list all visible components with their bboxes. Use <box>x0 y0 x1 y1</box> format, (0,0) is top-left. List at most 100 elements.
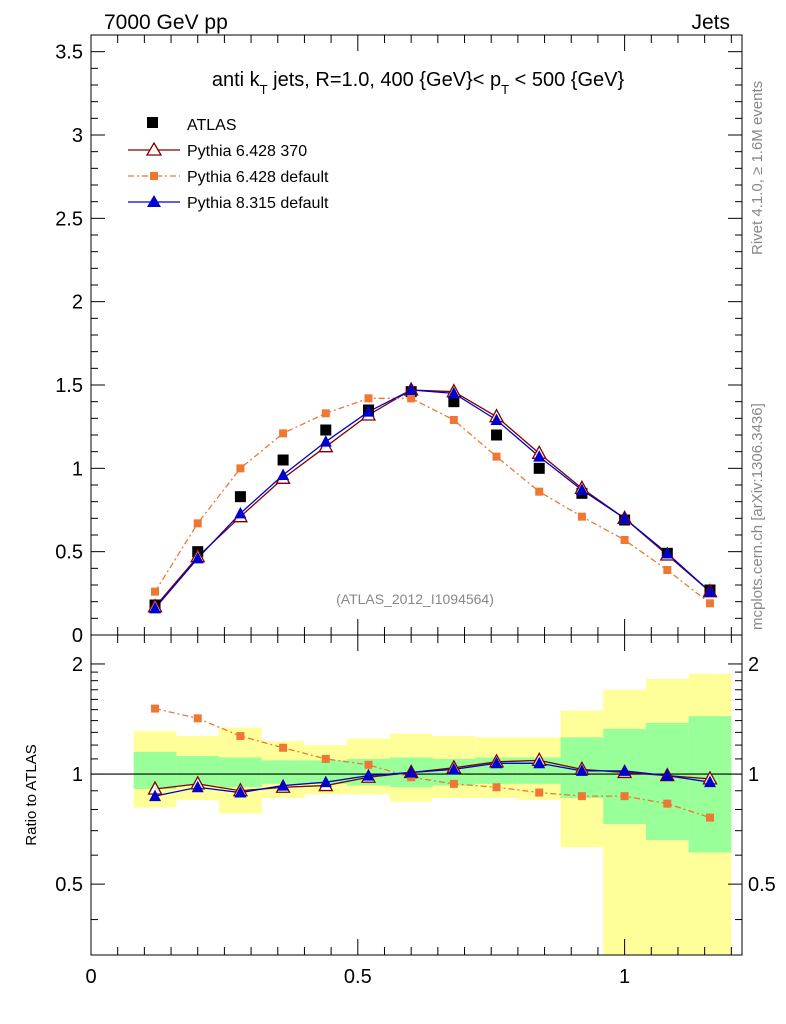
main-line-series-2 <box>154 397 711 604</box>
main-point-pythia6-default <box>279 429 288 438</box>
main-point-pythia8-default <box>405 383 418 395</box>
series-lines <box>154 389 711 819</box>
band-green-12 <box>645 722 689 841</box>
ratio-point-pythia6-default <box>535 788 544 797</box>
ratio-point-pythia8-default <box>661 769 674 781</box>
analysis-watermark: (ATLAS_2012_I1094564) <box>336 591 494 607</box>
ratio-point-pythia8-default <box>277 779 290 791</box>
ratio-point-pythia8-default <box>575 764 588 776</box>
ratio-uncertainty-bands <box>133 673 732 955</box>
legend-label-pythia8-default: Pythia 8.315 default <box>187 195 329 212</box>
main-point-pythia8-default <box>191 551 204 564</box>
ratio-point-pythia8-default <box>618 764 631 776</box>
main-ytick-label: 3.5 <box>55 42 83 64</box>
ratio-point-pythia6-default <box>321 754 330 763</box>
legend-label-pythia6-default: Pythia 6.428 default <box>187 169 329 186</box>
legend-marker-pythia8-default <box>147 195 161 207</box>
band-green-3 <box>261 760 305 784</box>
main-line-series-3 <box>154 389 711 609</box>
legend: ATLAS Pythia 6.428 370 Pythia 6.428 defa… <box>128 117 329 212</box>
main-ytick-label: 0 <box>72 625 83 647</box>
main-point-pythia6-default <box>535 487 544 496</box>
ratio-point-pythia8-default <box>405 765 418 778</box>
legend-marker-pythia6-default <box>150 172 158 180</box>
ratio-ytick-label-right: 1 <box>748 764 759 786</box>
ratio-ytick-label-left: 0.5 <box>55 874 83 896</box>
ratio-point-pythia8-default <box>447 762 460 775</box>
title-sub-a: T <box>260 82 268 97</box>
main-point-pythia8-default <box>618 511 631 524</box>
ratio-ytick-label-right: 2 <box>748 654 759 676</box>
ratio-point-pythia8-default <box>191 780 204 793</box>
ratio-point-pythia6-default <box>620 792 629 801</box>
main-point-pythia8-default <box>703 585 716 597</box>
ratio-point-pythia8-default <box>319 775 332 788</box>
legend-label-atlas: ATLAS <box>187 117 237 134</box>
main-point-pythia8-default <box>234 506 247 519</box>
main-point-pythia8-default <box>533 450 546 462</box>
main-ytick-label: 3 <box>72 125 83 147</box>
ratio-point-pythia6-default <box>193 714 202 723</box>
series-markers <box>147 381 718 822</box>
main-point-pythia6-default <box>663 566 672 574</box>
main-point-pythia6-default <box>449 416 458 424</box>
main-point-pythia8-default <box>575 483 588 495</box>
ratio-point-pythia6-default <box>577 792 586 801</box>
main-point-pythia6-default <box>193 519 202 528</box>
ratio-ytick-label-right: 0.5 <box>748 874 776 896</box>
header-left: 7000 GeV pp <box>104 11 228 34</box>
title-sub-b: T <box>501 82 509 97</box>
ratio-point-pythia8-default <box>149 789 162 802</box>
main-ytick-label: 2.5 <box>55 208 83 230</box>
ratio-ytick-label-left: 1 <box>72 764 83 786</box>
header-right: Jets <box>691 11 730 34</box>
main-point-atlas <box>448 396 460 408</box>
main-point-pythia6-default <box>620 536 629 544</box>
main-point-pythia6-default <box>407 394 416 403</box>
legend-label-pythia6-370: Pythia 6.428 370 <box>187 143 307 160</box>
main-point-atlas <box>277 454 289 466</box>
main-ytick-label: 1.5 <box>55 375 83 397</box>
ratio-point-pythia6-default <box>236 732 245 741</box>
xtick-label: 0 <box>85 966 96 988</box>
ratio-line-series-1 <box>154 759 711 792</box>
xtick-label: 1 <box>619 966 630 988</box>
main-point-atlas <box>491 429 503 441</box>
ratio-point-pythia6-default <box>151 704 160 713</box>
ratio-point-pythia8-default <box>362 769 375 781</box>
ratio-point-pythia8-default <box>234 786 247 798</box>
title-part-c: < 500 {GeV} <box>509 69 624 91</box>
main-point-pythia8-default <box>661 546 674 559</box>
main-ytick-label: 1 <box>72 458 83 480</box>
ratio-point-pythia6-default <box>663 799 672 808</box>
ratio-point-pythia6-default <box>279 743 288 752</box>
ratio-ytick-label-left: 2 <box>72 654 83 676</box>
main-point-pythia6-default <box>364 394 373 403</box>
main-point-pythia8-default <box>447 386 460 399</box>
ratio-point-pythia6-default <box>449 779 458 788</box>
ratio-point-pythia6-default <box>705 813 714 822</box>
main-point-pythia8-default <box>277 468 290 480</box>
ratio-point-pythia8-default <box>703 775 716 788</box>
axis-ticks: 0 0.5 1 1.5 2 2.5 3 3.5 0 0.5 1 0.5 0.5 1 1 2 2 <box>55 34 776 988</box>
main-point-pythia8-default <box>490 413 503 425</box>
ratio-point-pythia8-default <box>490 756 503 769</box>
ratio-line-series-3 <box>154 762 711 797</box>
main-point-atlas <box>533 462 545 474</box>
main-ytick-label: 2 <box>72 292 83 314</box>
band-green-4 <box>304 760 348 784</box>
main-point-pythia6-default <box>151 587 160 596</box>
xtick-label: 0.5 <box>344 966 372 988</box>
main-point-pythia8-default <box>319 435 332 447</box>
ratio-axis-label: Ratio to ATLAS <box>23 744 40 845</box>
main-point-pythia6-default <box>577 512 586 521</box>
mcplots-label: mcplots.cern.ch [arXiv:1306.3436] <box>749 403 766 630</box>
main-ytick-label: 0.5 <box>55 542 83 564</box>
main-point-pythia6-default <box>236 464 245 473</box>
main-point-atlas <box>234 491 246 503</box>
ratio-point-pythia8-default <box>533 756 546 769</box>
main-point-pythia6-default <box>705 599 714 608</box>
main-point-pythia8-default <box>362 405 375 417</box>
legend-marker-pythia6-370 <box>145 141 163 156</box>
